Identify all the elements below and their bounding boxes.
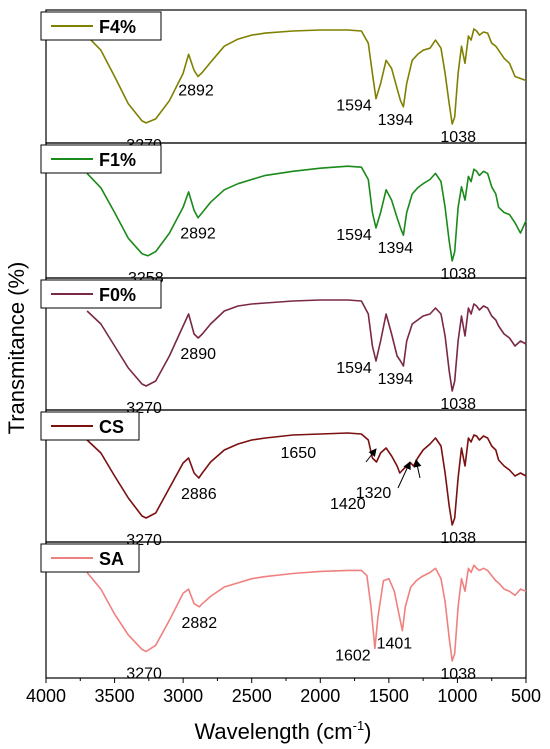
legend-sa: SA xyxy=(40,543,140,573)
chart-panels: F4%32702892159413941038F1%32582892159413… xyxy=(40,9,527,683)
legend-label: SA xyxy=(99,549,124,569)
x-tick-label: 1500 xyxy=(369,686,409,706)
series-line xyxy=(86,299,527,392)
legend-label: CS xyxy=(99,417,124,437)
peak-label: 1394 xyxy=(378,371,414,388)
legend-cs: CS xyxy=(40,411,140,441)
x-tick-label: 2000 xyxy=(300,686,340,706)
x-tick-label: 3000 xyxy=(163,686,203,706)
legend-label: F1% xyxy=(99,150,136,170)
peak-label: 1394 xyxy=(378,112,414,129)
peak-label: 1594 xyxy=(336,98,372,115)
x-tick-label: 4000 xyxy=(26,686,66,706)
peak-label: 1038 xyxy=(440,396,476,413)
peak-arrow xyxy=(365,448,377,463)
x-tick-label: 3500 xyxy=(95,686,135,706)
x-tick-label: 2500 xyxy=(232,686,272,706)
peak-label: 1594 xyxy=(336,227,372,244)
peak-label: 2882 xyxy=(182,615,218,632)
peak-label: 2892 xyxy=(178,83,214,100)
peak-label: 1038 xyxy=(440,129,476,146)
peak-label: 2890 xyxy=(180,346,216,363)
legend-label: F4% xyxy=(99,17,136,37)
x-axis-label: Wavelength (cm-1) xyxy=(194,718,371,744)
peak-label: 3270 xyxy=(126,666,162,683)
x-tick-label: 1000 xyxy=(437,686,477,706)
peak-label: 1602 xyxy=(335,647,371,664)
peak-label: 1038 xyxy=(440,666,476,683)
peak-label: 1038 xyxy=(440,266,476,283)
legend-label: F0% xyxy=(99,285,136,305)
peak-label: 2892 xyxy=(180,226,216,243)
peak-label: 1038 xyxy=(440,530,476,547)
x-axis-label-main: Wavelength (cm xyxy=(194,719,352,744)
peak-arrow xyxy=(397,461,411,489)
peak-label: 1320 xyxy=(356,485,392,502)
legend-f4pct: F4% xyxy=(40,11,162,41)
x-axis-label-superscript: -1 xyxy=(353,718,365,733)
peak-label: 1650 xyxy=(281,445,317,462)
peak-label: 1401 xyxy=(377,636,413,653)
x-tick-label: 500 xyxy=(511,686,541,706)
panel-f4pct: F4%32702892159413941038 xyxy=(40,9,527,154)
peak-label: 1394 xyxy=(378,240,414,257)
peak-label: 1594 xyxy=(336,360,372,377)
x-axis-label-close: ) xyxy=(364,719,371,744)
panel-sa: SA 3270 2882 1602 1401 1038 xyxy=(40,541,527,683)
legend-f0pct: F0% xyxy=(40,279,162,309)
series-line xyxy=(86,432,527,526)
series-line xyxy=(86,28,527,125)
peak-label: 1420 xyxy=(330,496,366,513)
series-line xyxy=(86,165,527,262)
legend-f1pct: F1% xyxy=(40,144,162,174)
x-axis: 4000 3500 3000 2500 2000 1500 1000 500 xyxy=(26,678,541,706)
peak-label: 2886 xyxy=(181,486,217,503)
series-line xyxy=(86,564,527,662)
peak-arrow xyxy=(413,459,422,479)
y-axis-label: Transmitance (%) xyxy=(4,262,29,435)
